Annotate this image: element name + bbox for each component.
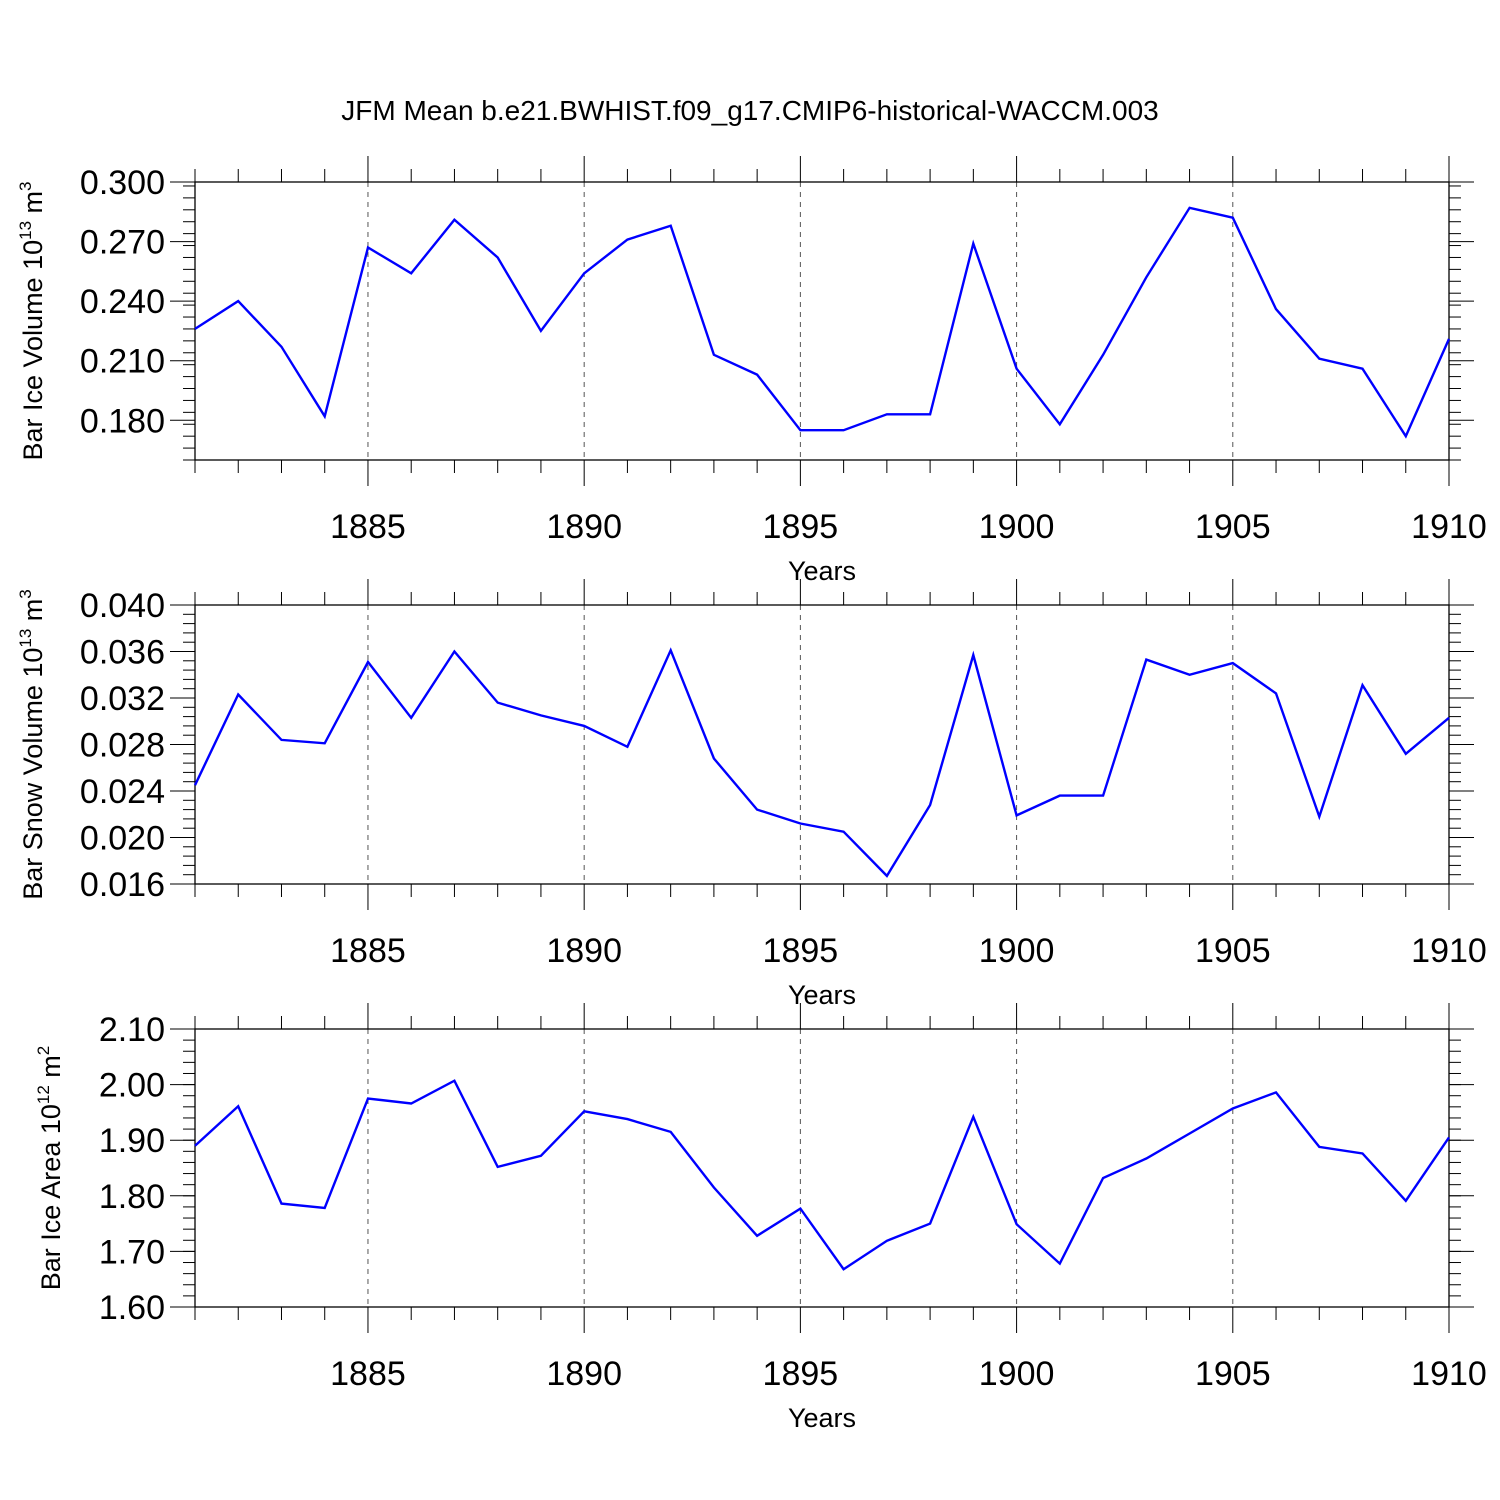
x-tick-label: 1910 bbox=[1411, 508, 1487, 546]
x-axis-title: Years bbox=[788, 1403, 856, 1433]
y-tick-label: 1.80 bbox=[99, 1178, 165, 1216]
x-tick-label: 1885 bbox=[330, 932, 406, 970]
y-tick-label: 1.70 bbox=[99, 1233, 165, 1271]
x-tick-label: 1910 bbox=[1411, 1355, 1487, 1393]
y-tick-label: 0.032 bbox=[80, 680, 165, 718]
x-tick-label: 1905 bbox=[1195, 1355, 1271, 1393]
y-axis-title: Bar Snow Volume 1013 m3 bbox=[16, 589, 48, 900]
y-tick-label: 1.90 bbox=[99, 1122, 165, 1160]
x-tick-label: 1895 bbox=[763, 932, 839, 970]
y-tick-label: 0.300 bbox=[80, 164, 165, 202]
x-tick-label: 1895 bbox=[763, 1355, 839, 1393]
series-line bbox=[194, 1079, 1450, 1271]
x-tick-label: 1905 bbox=[1195, 508, 1271, 546]
y-tick-label: 1.60 bbox=[99, 1289, 165, 1327]
y-tick-label: 0.210 bbox=[80, 343, 165, 381]
y-tick-label: 0.024 bbox=[80, 773, 165, 811]
chart-panel-3: 1.60 1.70 1.80 1.90 2.00 2.10 1885 1890 1895 1900… bbox=[34, 1003, 1487, 1433]
x-axis-title: Years bbox=[788, 980, 856, 1010]
y-tick-label: 0.020 bbox=[80, 820, 165, 858]
x-tick-label: 1895 bbox=[763, 508, 839, 546]
x-tick-label: 1900 bbox=[979, 932, 1055, 970]
x-tick-label: 1905 bbox=[1195, 932, 1271, 970]
x-tick-label: 1900 bbox=[979, 508, 1055, 546]
chart-panel-2: 0.016 0.020 0.024 0.028 0.032 0.036 0.040 1885 1… bbox=[16, 579, 1487, 1010]
chart-panel-1: 0.180 0.210 0.240 0.270 0.300 1885 1890 1895 190… bbox=[16, 156, 1487, 586]
x-tick-label: 1900 bbox=[979, 1355, 1055, 1393]
y-axis-title: Bar Ice Volume 1013 m3 bbox=[16, 181, 48, 460]
x-tick-label: 1885 bbox=[330, 1355, 406, 1393]
plot-frame bbox=[194, 181, 1450, 461]
x-tick-label: 1890 bbox=[546, 932, 622, 970]
series-line bbox=[194, 206, 1451, 439]
y-tick-label: 0.028 bbox=[80, 727, 165, 765]
y-tick-label: 0.240 bbox=[80, 283, 165, 321]
y-tick-label: 2.10 bbox=[99, 1011, 165, 1049]
x-tick-label: 1910 bbox=[1411, 932, 1487, 970]
y-tick-label: 0.180 bbox=[80, 402, 165, 440]
y-tick-label: 0.270 bbox=[80, 224, 165, 262]
x-tick-label: 1890 bbox=[546, 1355, 622, 1393]
y-axis-title: Bar Ice Area 1012 m2 bbox=[34, 1046, 66, 1291]
y-tick-label: 0.016 bbox=[80, 866, 165, 904]
y-tick-label: 0.040 bbox=[80, 587, 165, 625]
x-tick-label: 1890 bbox=[546, 508, 622, 546]
x-axis-title: Years bbox=[788, 556, 856, 586]
plot-frame bbox=[194, 1028, 1450, 1308]
y-tick-label: 0.036 bbox=[80, 634, 165, 672]
figure-title: JFM Mean b.e21.BWHIST.f09_g17.CMIP6-hist… bbox=[341, 95, 1158, 126]
series-line bbox=[193, 647, 1450, 878]
y-tick-label: 2.00 bbox=[99, 1067, 165, 1105]
x-tick-label: 1885 bbox=[330, 508, 406, 546]
